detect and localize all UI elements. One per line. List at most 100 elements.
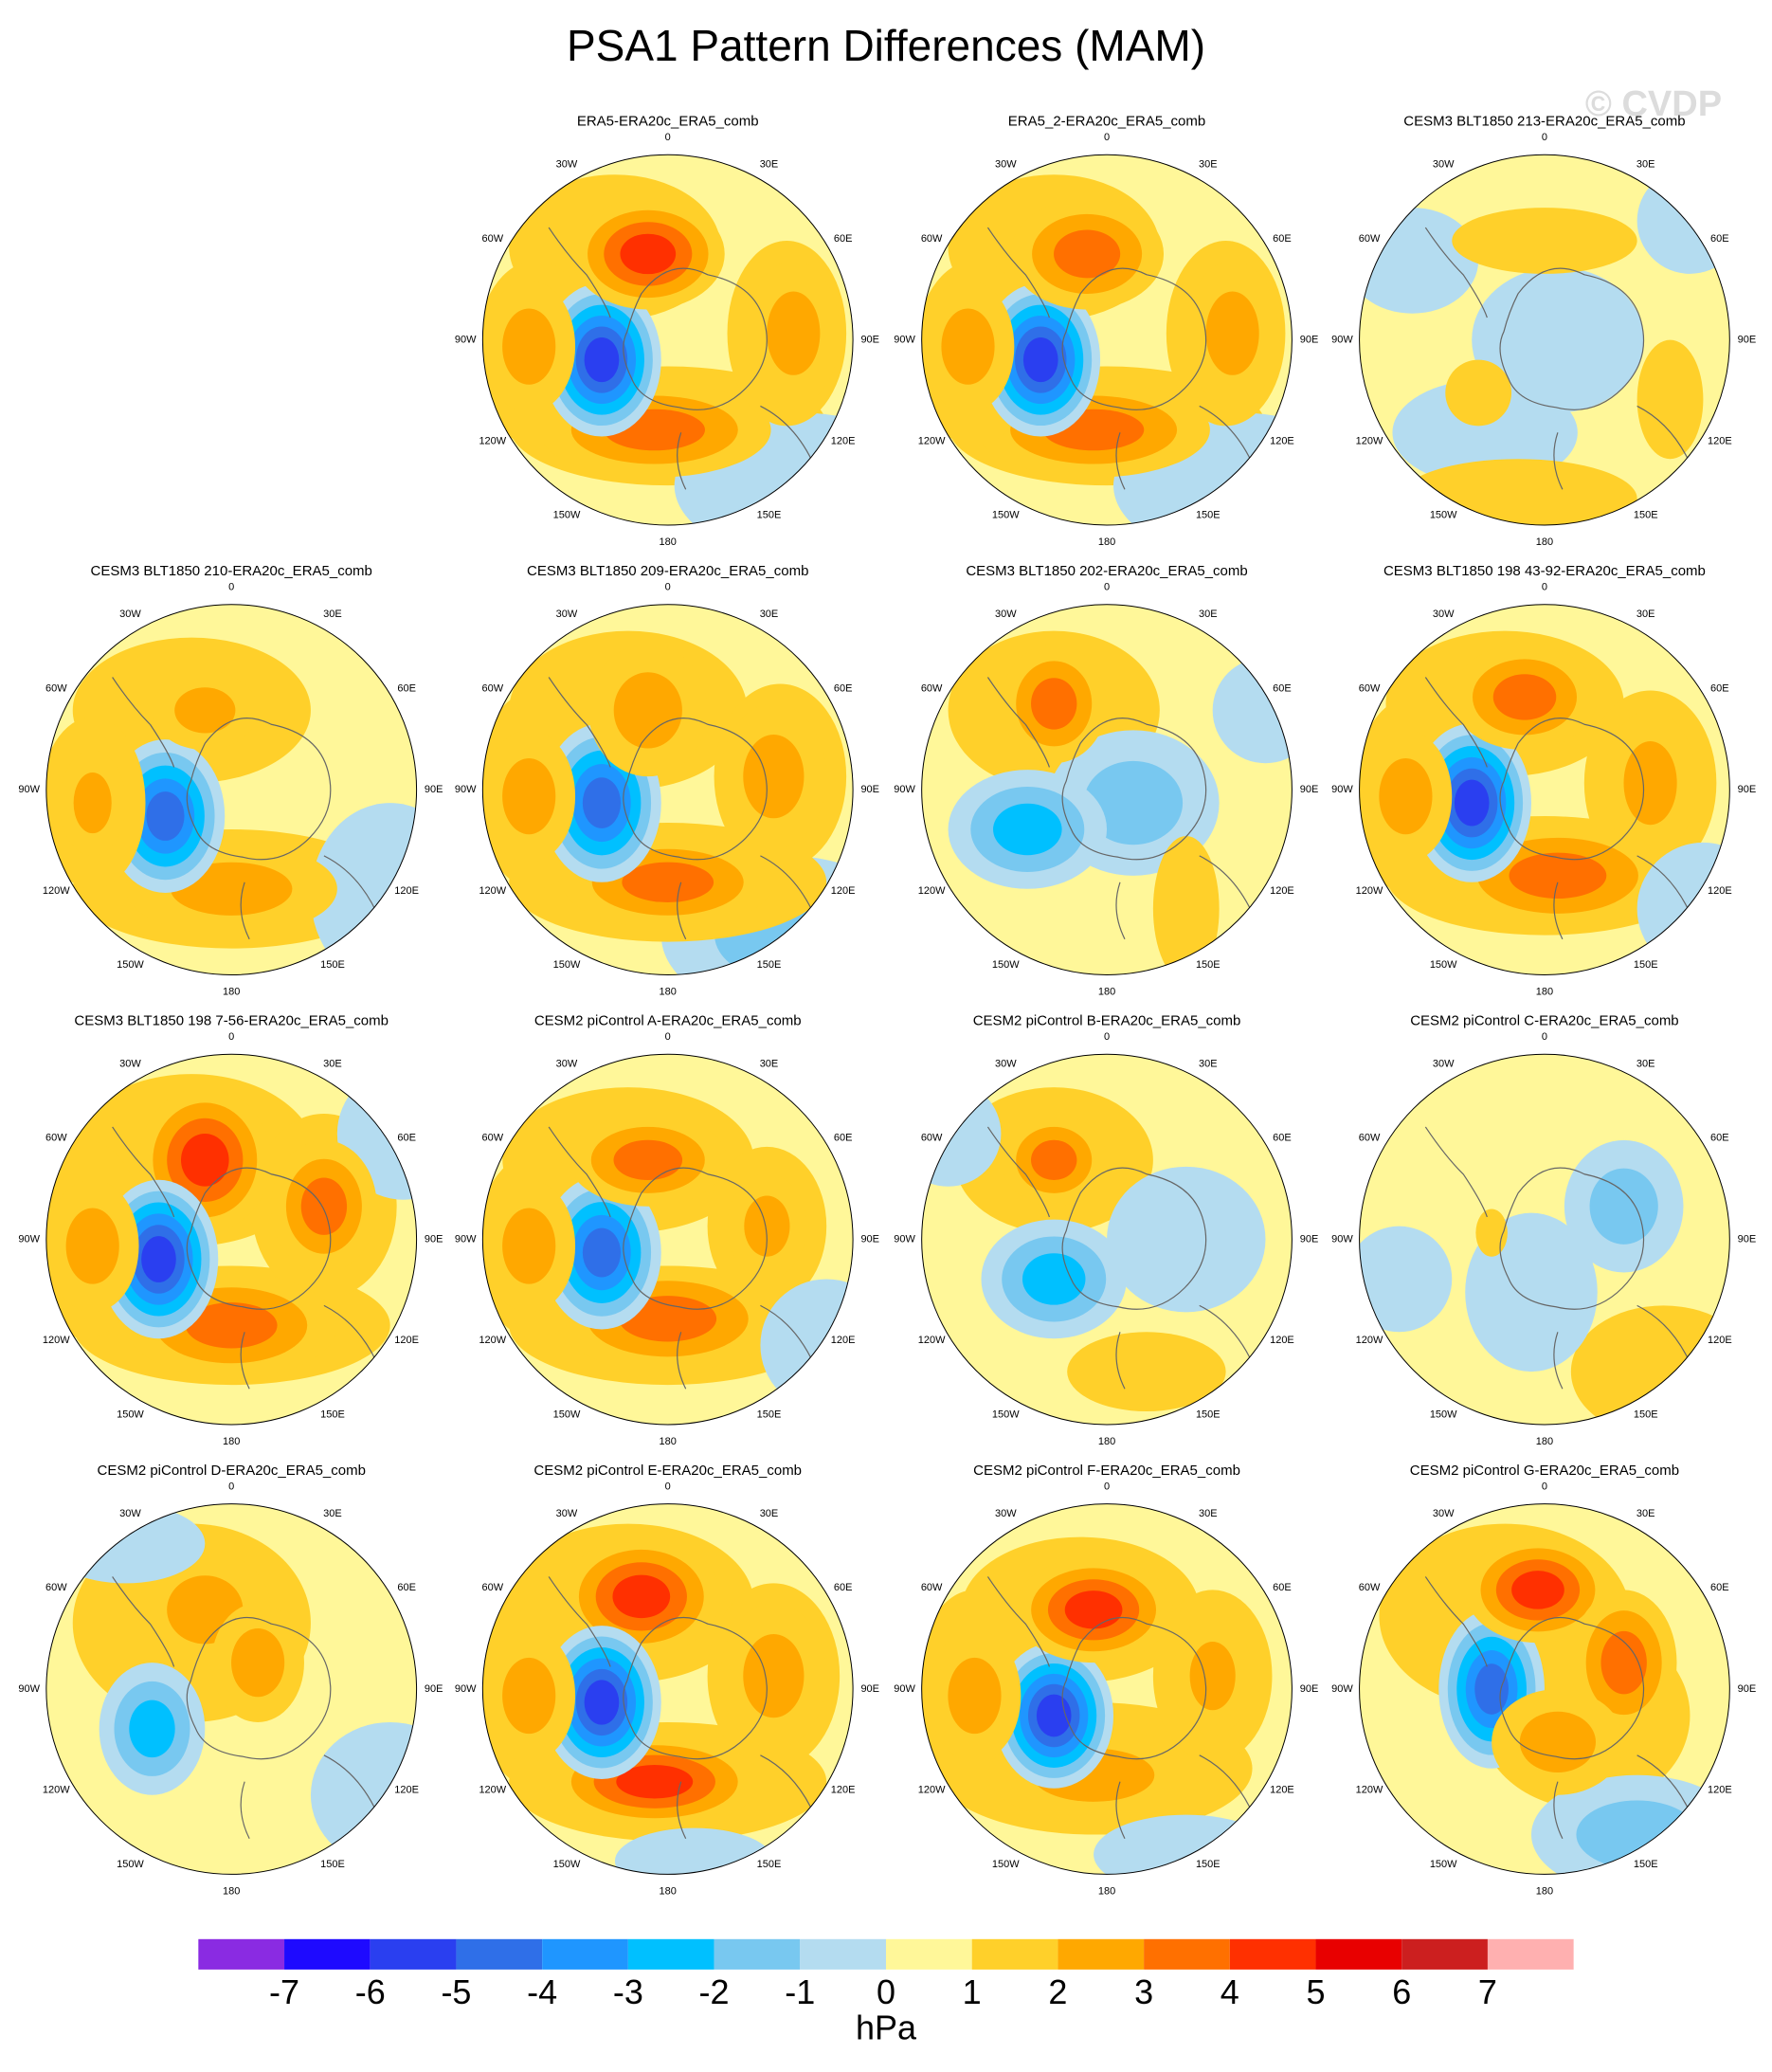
- longitude-label: 150E: [1196, 1859, 1221, 1870]
- map-border: [921, 1053, 1293, 1426]
- longitude-label: 180: [1536, 1436, 1553, 1447]
- longitude-label: 150E: [1634, 1859, 1658, 1870]
- longitude-label: 120E: [831, 1335, 856, 1346]
- contour-fill: [502, 308, 556, 385]
- colorbar-tick-label: 0: [877, 1972, 895, 2011]
- longitude-label: 30E: [760, 159, 779, 171]
- colorbar-tick-label: 7: [1478, 1972, 1497, 2011]
- longitude-label: 60W: [921, 1133, 943, 1144]
- color-swatch: [370, 1938, 457, 1970]
- panel-title: ERA5_2-ERA20c_ERA5_comb: [1008, 113, 1205, 129]
- longitude-label: 0: [1104, 132, 1110, 143]
- contour-fill: [1452, 208, 1637, 274]
- contour-fill: [185, 1302, 278, 1349]
- map-border: [45, 604, 418, 975]
- longitude-label: 60E: [1710, 1133, 1729, 1144]
- longitude-label: 120W: [1356, 1785, 1383, 1796]
- color-swatch: [1229, 1938, 1316, 1970]
- map-panel: CESM2 piControl D-ERA20c_ERA5_comb 0 30E 60…: [18, 1463, 443, 1898]
- colorbar-tick-label: -3: [613, 1972, 643, 2011]
- longitude-label: 60W: [482, 1582, 504, 1593]
- longitude-label: 150E: [1196, 509, 1221, 520]
- longitude-label: 0: [1542, 132, 1547, 143]
- longitude-label: 150W: [553, 959, 581, 971]
- longitude-label: 30W: [556, 159, 578, 171]
- longitude-label: 150W: [117, 959, 144, 971]
- map-border: [481, 1053, 854, 1426]
- longitude-label: 120W: [1356, 1335, 1383, 1346]
- longitude-label: 180: [1536, 536, 1553, 548]
- contour-fill: [1589, 1168, 1658, 1245]
- longitude-label: 150W: [1430, 509, 1457, 520]
- longitude-label: 60W: [482, 233, 504, 245]
- map-border: [481, 154, 854, 526]
- contour-fill: [1152, 835, 1220, 975]
- longitude-label: 60W: [1359, 1582, 1381, 1593]
- color-swatch: [971, 1938, 1058, 1970]
- color-swatch: [542, 1938, 628, 1970]
- longitude-label: 120E: [394, 885, 419, 897]
- longitude-label: 30W: [995, 1508, 1017, 1519]
- longitude-label: 30W: [556, 1059, 578, 1070]
- longitude-label: 90W: [894, 784, 915, 795]
- contour-fill: [760, 1279, 854, 1411]
- contour-fill: [993, 803, 1062, 856]
- longitude-label: 30W: [995, 159, 1017, 171]
- map-field: [482, 1054, 854, 1425]
- longitude-label: 30E: [1636, 1508, 1655, 1519]
- longitude-label: 90E: [860, 1683, 879, 1695]
- contour-fill: [616, 1765, 694, 1799]
- longitude-label: 30W: [1433, 609, 1455, 620]
- contour-fill: [1083, 760, 1184, 845]
- longitude-label: 150E: [757, 509, 782, 520]
- coastline: [548, 1126, 818, 1390]
- panel-title: CESM3 BLT1850 209-ERA20c_ERA5_comb: [527, 563, 808, 579]
- longitude-label: 30E: [1199, 609, 1218, 620]
- contour-fill: [619, 1296, 717, 1342]
- longitude-label: 180: [660, 1885, 677, 1897]
- longitude-label: 0: [1104, 1031, 1110, 1043]
- longitude-label: 30W: [995, 1059, 1017, 1070]
- contour-fill: [181, 1134, 229, 1187]
- longitude-label: 60W: [1359, 1133, 1381, 1144]
- panel-title: CESM2 piControl C-ERA20c_ERA5_comb: [1410, 1012, 1678, 1028]
- map-panel: CESM2 piControl G-ERA20c_ERA5_comb 0 30E 60…: [1331, 1463, 1756, 1898]
- coastline: [1424, 227, 1695, 490]
- contour-fill: [1022, 336, 1058, 383]
- longitude-label: 90E: [1738, 1233, 1757, 1245]
- contour-fill: [622, 862, 714, 902]
- map-panel: CESM3 BLT1850 210-ERA20c_ERA5_comb 0 30E 60…: [18, 563, 443, 998]
- coastline: [548, 677, 818, 940]
- longitude-label: 120W: [479, 1785, 506, 1796]
- colorbar-tick-label: 6: [1392, 1972, 1411, 2011]
- longitude-label: 120W: [1356, 435, 1383, 446]
- map-field: [1359, 154, 1730, 526]
- longitude-label: 120E: [1708, 435, 1732, 446]
- longitude-label: 120W: [479, 435, 506, 446]
- longitude-label: 150E: [1634, 509, 1658, 520]
- contour-fill: [1359, 1226, 1453, 1333]
- map-field: [45, 1503, 417, 1875]
- longitude-label: 90W: [894, 1683, 915, 1695]
- longitude-label: 60E: [834, 682, 853, 694]
- map-field: [482, 154, 854, 526]
- longitude-label: 90E: [1300, 335, 1319, 346]
- contour-fill: [502, 757, 556, 835]
- contour-fill: [1445, 359, 1512, 427]
- contour-fill: [310, 1721, 417, 1868]
- longitude-label: 150W: [1430, 1409, 1457, 1420]
- contour-fill: [73, 772, 112, 834]
- color-swatch: [714, 1938, 801, 1970]
- map-field: [921, 1503, 1293, 1875]
- coastline: [986, 1576, 1257, 1840]
- map-field: [921, 604, 1293, 975]
- longitude-label: 0: [228, 1481, 234, 1492]
- color-swatch: [1144, 1938, 1230, 1970]
- coastline: [1424, 677, 1695, 940]
- longitude-label: 120E: [1270, 435, 1294, 446]
- longitude-label: 90E: [860, 784, 879, 795]
- contour-fill: [614, 1827, 774, 1875]
- longitude-label: 120W: [43, 1335, 70, 1346]
- longitude-label: 60E: [1273, 1582, 1292, 1593]
- longitude-label: 90W: [455, 1683, 477, 1695]
